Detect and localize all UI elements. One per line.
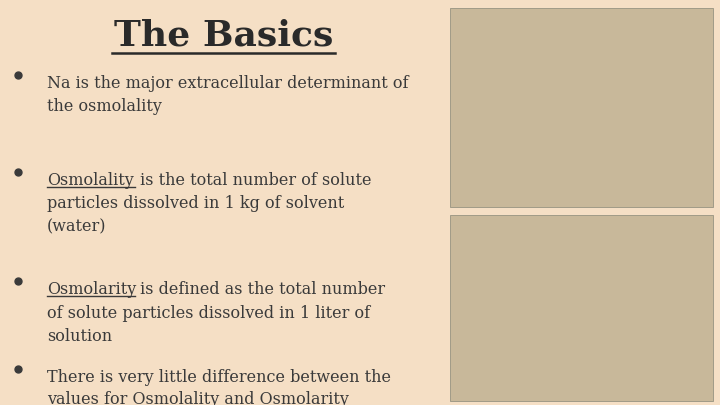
Text: (water): (water)	[47, 218, 107, 235]
Text: particles dissolved in 1 kg of solvent: particles dissolved in 1 kg of solvent	[47, 195, 344, 212]
Text: Osmolarity: Osmolarity	[47, 281, 136, 298]
Bar	[450, 215, 713, 401]
Bar	[450, 8, 713, 207]
Text: The Basics: The Basics	[114, 18, 333, 52]
Text: Osmolality: Osmolality	[47, 172, 133, 189]
Text: is defined as the total number: is defined as the total number	[135, 281, 384, 298]
Text: is the total number of solute: is the total number of solute	[135, 172, 371, 189]
Text: There is very little difference between the
values for Osmolality and Osmolarity: There is very little difference between …	[47, 369, 391, 405]
Text: Na is the major extracellular determinant of
the osmolality: Na is the major extracellular determinan…	[47, 75, 408, 115]
Text: solution: solution	[47, 328, 112, 345]
Text: of solute particles dissolved in 1 liter of: of solute particles dissolved in 1 liter…	[47, 305, 370, 322]
